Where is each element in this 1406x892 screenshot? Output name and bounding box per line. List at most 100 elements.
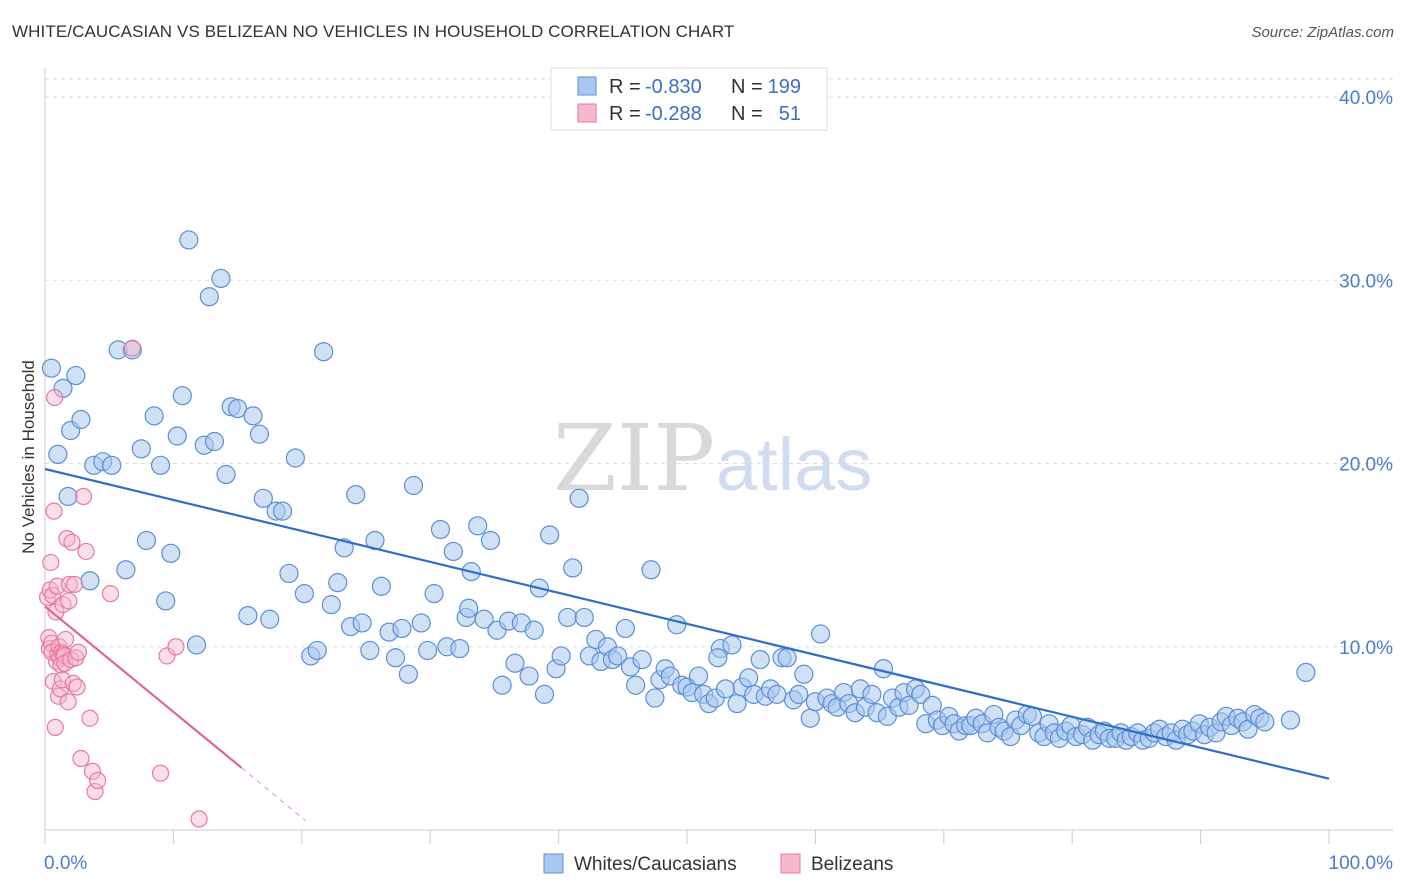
data-point-whites — [392, 618, 412, 639]
data-point-whites — [767, 684, 787, 704]
trend-layer — [44, 467, 1330, 822]
data-point-whites — [80, 571, 100, 591]
axis-layer — [44, 68, 1393, 831]
data-point-whites — [450, 638, 470, 659]
data-point-whites — [750, 649, 770, 670]
data-point-whites — [641, 560, 661, 580]
data-point-whites — [563, 558, 583, 578]
data-point-whites — [1255, 712, 1275, 732]
data-point-whites — [800, 708, 820, 728]
data-point-whites — [424, 584, 444, 604]
data-point-whites — [540, 525, 560, 545]
data-point-belizeans — [45, 502, 63, 520]
legend-r-label-whites: R = — [609, 76, 641, 98]
legend-box — [550, 67, 828, 131]
legend-n-value-whites: 199 — [768, 76, 801, 98]
legend-swatch-belizeans — [577, 103, 597, 123]
trendline-belizeans-extension — [241, 767, 307, 822]
data-point-whites — [102, 455, 122, 475]
data-point-whites — [492, 675, 512, 695]
data-point-whites — [739, 668, 759, 688]
legend-n-label-belizeans: N = — [731, 103, 763, 125]
data-point-whites — [249, 424, 270, 444]
ticks-layer: 10.0% 20.0% 30.0% 40.0% 0.0% 100.0% — [44, 88, 1393, 874]
chart-title: WHITE/CAUCASIAN VS BELIZEAN NO VEHICLES … — [12, 22, 735, 41]
data-point-whites — [150, 455, 171, 475]
data-point-whites — [161, 543, 181, 563]
data-point-whites — [172, 386, 192, 406]
data-point-belizeans — [46, 718, 64, 736]
x-tick-label-max: 100.0% — [1329, 853, 1394, 874]
bottom-legend: Whites/Caucasians Belizeans — [543, 853, 893, 875]
data-point-whites — [131, 439, 151, 459]
data-point-whites — [418, 640, 438, 661]
data-point-belizeans — [123, 339, 141, 357]
x-tick-label-min: 0.0% — [44, 853, 87, 874]
legend-r-label-belizeans: R = — [609, 103, 641, 125]
data-point-whites — [708, 648, 728, 668]
data-point-whites — [294, 584, 314, 604]
data-point-whites — [1280, 710, 1301, 730]
data-point-belizeans — [72, 749, 90, 768]
data-point-belizeans — [56, 630, 75, 649]
data-point-whites — [459, 598, 479, 618]
data-point-whites — [58, 486, 78, 507]
grid-layer — [45, 78, 1393, 648]
data-point-belizeans — [63, 533, 81, 551]
data-point-belizeans — [151, 764, 170, 782]
data-point-belizeans — [69, 643, 87, 661]
data-point-whites — [569, 488, 589, 508]
chart-source: Source: ZipAtlas.com — [1251, 24, 1394, 41]
bottom-legend-swatch-belizeans — [780, 853, 801, 874]
data-point-whites — [574, 607, 594, 628]
data-point-belizeans — [47, 603, 65, 621]
data-point-whites — [328, 573, 348, 593]
data-point-belizeans — [101, 585, 120, 603]
y-tick-label-30: 30.0% — [1339, 271, 1393, 292]
data-point-whites — [352, 613, 372, 633]
data-point-whites — [314, 342, 334, 362]
data-point-whites — [430, 519, 451, 540]
data-point-belizeans — [60, 575, 78, 594]
data-point-whites — [211, 268, 231, 289]
data-point-whites — [777, 648, 797, 668]
data-point-whites — [1296, 662, 1316, 683]
data-point-belizeans — [53, 671, 71, 689]
y-tick-label-20: 20.0% — [1339, 455, 1393, 476]
data-point-whites — [468, 516, 488, 536]
data-point-belizeans — [86, 782, 104, 801]
data-point-whites — [285, 448, 305, 468]
data-point-whites — [360, 640, 380, 661]
bottom-legend-label-belizeans: Belizeans — [811, 854, 893, 875]
data-point-belizeans — [65, 575, 84, 594]
data-point-whites — [862, 684, 882, 704]
trendline-whites — [44, 467, 1330, 780]
trendline-belizeans — [44, 605, 243, 769]
data-point-whites — [626, 675, 646, 695]
data-point-whites — [794, 664, 814, 684]
data-point-whites — [519, 666, 539, 686]
data-point-whites — [1022, 706, 1042, 726]
data-point-whites — [204, 431, 225, 452]
data-point-whites — [645, 688, 665, 708]
data-point-whites — [116, 560, 136, 580]
data-point-whites — [167, 426, 187, 446]
data-point-whites — [136, 530, 157, 551]
series-belizeans-points — [38, 339, 208, 828]
data-point-whites — [632, 649, 652, 670]
data-point-whites — [403, 475, 424, 496]
data-point-whites — [810, 624, 831, 644]
data-point-whites — [534, 684, 555, 704]
data-point-whites — [199, 287, 219, 307]
watermark-atlas: atlas — [716, 423, 872, 506]
data-point-whites — [688, 666, 709, 686]
data-point-whites — [144, 406, 164, 426]
data-point-whites — [179, 230, 199, 250]
data-point-whites — [727, 693, 747, 714]
y-tick-label-10: 10.0% — [1339, 638, 1393, 659]
data-point-whites — [715, 679, 736, 699]
data-point-whites — [411, 613, 431, 633]
data-point-whites — [216, 464, 236, 485]
data-point-belizeans — [42, 553, 60, 572]
